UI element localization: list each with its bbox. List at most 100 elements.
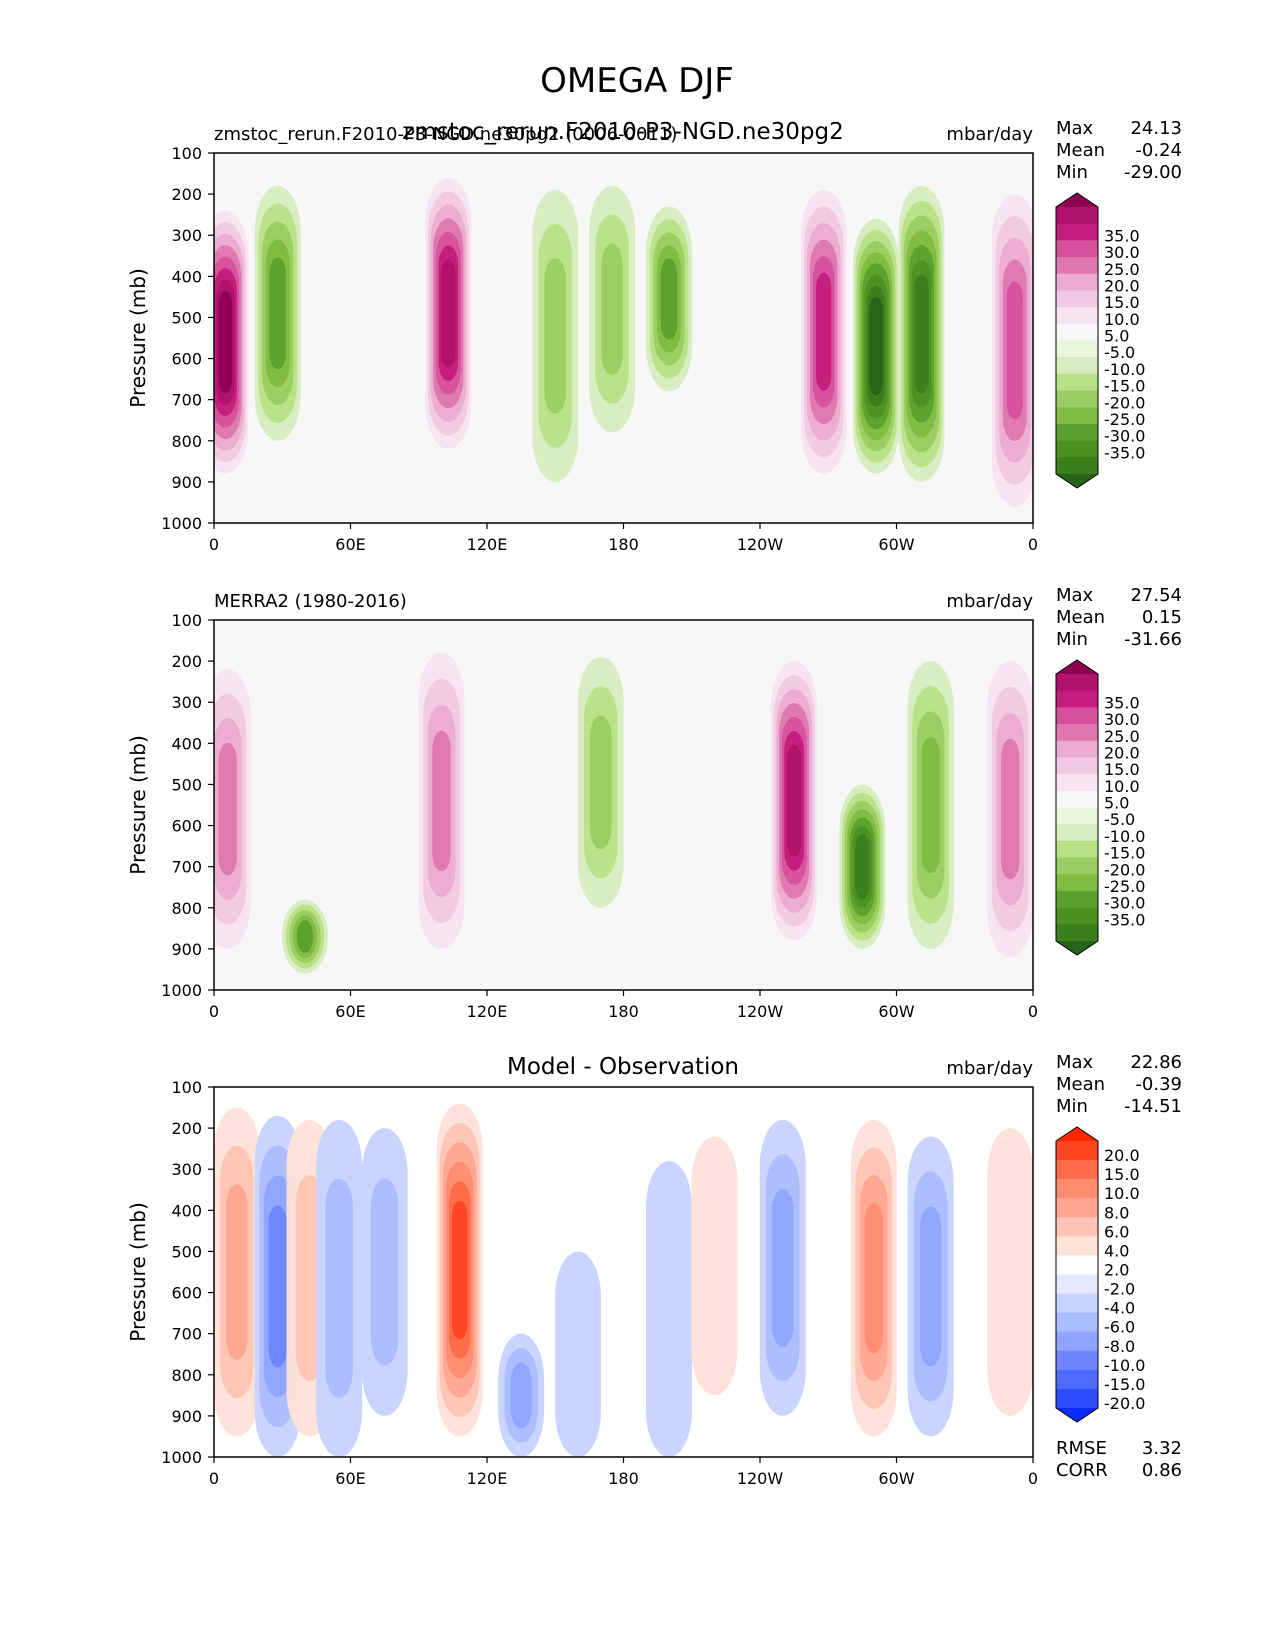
colorbar-segment [1056, 857, 1098, 875]
stat-max-label: Max [1056, 585, 1094, 606]
contour-field [214, 177, 1033, 507]
colorbar-extend-bottom [1056, 1408, 1098, 1422]
x-tick-label: 180 [608, 1469, 639, 1488]
colorbar-tick-label: -5.0 [1104, 810, 1135, 829]
colorbar-segment [1056, 1369, 1098, 1390]
colorbar-segment [1056, 340, 1098, 358]
skill-scores: RMSE 3.32 CORR 0.86 [1056, 1438, 1182, 1481]
x-tick-label: 60W [878, 1002, 914, 1021]
y-axis: 100 200 300 400 500 600 700 800 900 1000 [161, 611, 214, 1000]
contour-region [510, 1362, 532, 1429]
contour-region [691, 1136, 738, 1396]
colorbar-segment [1056, 240, 1098, 258]
y-tick-label: 400 [171, 1201, 202, 1220]
stat-min-value: -29.00 [1124, 162, 1182, 183]
y-axis: 100 200 300 400 500 600 700 800 900 1000 [161, 1078, 214, 1467]
stat-max-value: 22.86 [1130, 1052, 1182, 1073]
colorbar-tick-label: 10.0 [1104, 1184, 1140, 1203]
colorbar-segment [1056, 1388, 1098, 1409]
contour-region [269, 257, 286, 370]
colorbar-segment [1056, 874, 1098, 892]
colorbar-segment [1056, 1293, 1098, 1314]
colorbar-segment [1056, 690, 1098, 708]
contour-field [214, 652, 1033, 974]
stat-mean-label: Mean [1056, 140, 1105, 161]
colorbar-segment [1056, 290, 1098, 308]
colorbar-tick-label: 10.0 [1104, 310, 1140, 329]
stat-min-label: Min [1056, 629, 1088, 650]
contour-region [1001, 738, 1020, 880]
colorbar-tick-label: -4.0 [1104, 1299, 1135, 1318]
colorbar-segment [1056, 740, 1098, 758]
x-axis: 0 60E 120E 180 120W 60W 0 [209, 1457, 1038, 1488]
colorbar-segment [1056, 373, 1098, 392]
contour-region [441, 259, 456, 368]
colorbar-segment [1056, 757, 1098, 775]
colorbar-extend-top [1056, 193, 1098, 207]
y-axis-label: Pressure (mb) [126, 1202, 150, 1342]
stat-mean-label: Mean [1056, 1074, 1105, 1095]
x-tick-label: 120W [737, 535, 784, 554]
colorbar-segment [1056, 707, 1098, 725]
colorbar-tick-label: 5.0 [1104, 327, 1129, 346]
y-tick-label: 1000 [161, 981, 202, 1000]
panel-title-left: zmstoc_rerun.F2010-P3-NGD.ne30pg2 (0006-… [214, 124, 677, 145]
colorbar-tick-label: 8.0 [1104, 1203, 1129, 1222]
y-tick-label: 800 [171, 899, 202, 918]
y-axis-label: Pressure (mb) [126, 735, 150, 875]
y-axis: 100 200 300 400 500 600 700 800 900 1000 [161, 144, 214, 533]
y-tick-label: 100 [171, 144, 202, 163]
panel-model: zmstoc_rerun.F2010-P3-NGD.ne30pg2 (0006-… [126, 118, 1182, 554]
y-tick-label: 700 [171, 1325, 202, 1344]
stat-mean-value: 0.15 [1142, 607, 1182, 628]
colorbar-segment [1056, 890, 1098, 909]
colorbar-segment [1056, 1350, 1098, 1371]
contour-region [660, 258, 678, 340]
colorbar-tick-label: -25.0 [1104, 877, 1145, 896]
colorbar-segment [1056, 357, 1098, 375]
x-tick-label: 60E [335, 1469, 365, 1488]
contour-region [268, 1205, 287, 1368]
colorbar-extend-top [1056, 660, 1098, 674]
rmse-label: RMSE [1056, 1438, 1107, 1459]
colorbar-segment [1056, 907, 1098, 925]
contour-region [919, 1206, 942, 1367]
contour-region [432, 730, 451, 872]
x-tick-label: 120W [737, 1002, 784, 1021]
stat-min-value: -14.51 [1124, 1096, 1182, 1117]
colorbar-tick-label: -6.0 [1104, 1318, 1135, 1337]
colorbar: 35.030.025.020.015.010.05.0-5.0-10.0-15.… [1055, 192, 1145, 489]
contour-region [869, 296, 883, 396]
contour-region [914, 274, 929, 394]
colorbar-tick-label: -15.0 [1104, 844, 1145, 863]
y-tick-label: 500 [171, 775, 202, 794]
x-tick-label: 120E [467, 1469, 508, 1488]
colorbar-tick-label: -10.0 [1104, 1356, 1145, 1375]
stats-block: Max 27.54 Mean 0.15 Min -31.66 [1056, 585, 1182, 650]
y-tick-label: 200 [171, 185, 202, 204]
x-tick-label: 0 [209, 1002, 219, 1021]
colorbar-outline [1055, 659, 1099, 956]
x-tick-label: 120E [467, 1002, 508, 1021]
colorbar-segment [1056, 273, 1098, 291]
x-tick-label: 0 [209, 535, 219, 554]
x-tick-label: 60E [335, 1002, 365, 1021]
colorbar-tick-label: -15.0 [1104, 1375, 1145, 1394]
colorbar-tick-label: -30.0 [1104, 894, 1145, 913]
panel-units: mbar/day [946, 591, 1033, 612]
colorbar-tick-label: -20.0 [1104, 1394, 1145, 1413]
figure-title: OMEGA DJF [540, 61, 734, 101]
colorbar-segment [1056, 440, 1098, 458]
contour-region [816, 272, 832, 391]
x-tick-label: 60E [335, 535, 365, 554]
stat-mean-label: Mean [1056, 607, 1105, 628]
stat-max-value: 24.13 [1130, 118, 1182, 139]
colorbar-segment [1056, 1312, 1098, 1333]
y-tick-label: 600 [171, 350, 202, 369]
contour-region [590, 715, 612, 850]
y-tick-label: 300 [171, 693, 202, 712]
colorbar-tick-label: 30.0 [1104, 710, 1140, 729]
x-tick-label: 0 [1028, 1002, 1038, 1021]
stat-min-label: Min [1056, 1096, 1088, 1117]
